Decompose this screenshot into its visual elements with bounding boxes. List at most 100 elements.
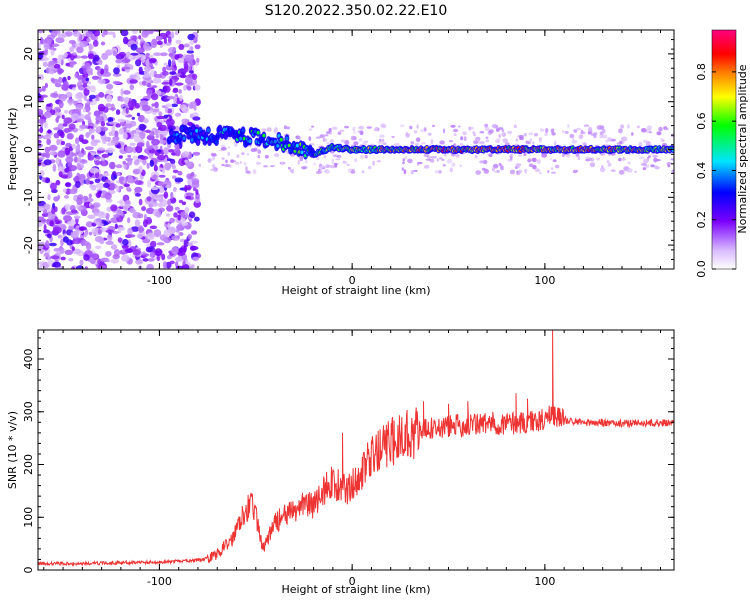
heatmap-cell: [175, 150, 181, 157]
heatmap-cell: [366, 126, 372, 129]
heatmap-cell: [342, 161, 348, 164]
heatmap-cell: [295, 143, 299, 148]
heatmap-cell: [47, 194, 51, 201]
heatmap-cell: [161, 81, 170, 85]
heatmap-cell: [135, 47, 145, 54]
heatmap-cell: [157, 154, 166, 161]
heatmap-cell: [91, 75, 100, 80]
heatmap-cell: [129, 142, 136, 146]
heatmap-cell: [138, 123, 146, 131]
heatmap-cell: [131, 116, 135, 120]
heatmap-cell: [475, 136, 481, 142]
heatmap-cell: [357, 130, 360, 133]
heatmap-cell: [190, 138, 194, 142]
heatmap-cell: [153, 164, 158, 172]
heatmap-cell: [62, 123, 68, 127]
heatmap-cell: [151, 138, 160, 146]
heatmap-cell: [106, 95, 113, 103]
heatmap-cell: [191, 178, 200, 186]
heatmap-cell: [110, 204, 118, 212]
heatmap-cell: [367, 166, 372, 170]
heatmap-cell: [55, 179, 61, 186]
heatmap-cell: [646, 125, 653, 131]
heatmap-cell: [68, 225, 75, 231]
heatmap-cell: [174, 177, 184, 183]
heatmap-cell: [658, 126, 663, 132]
heatmap-cell: [187, 233, 192, 240]
heatmap-cell: [144, 65, 152, 72]
heatmap-cell: [242, 136, 246, 141]
heatmap-cell: [243, 162, 247, 166]
heatmap-cell: [112, 171, 117, 176]
heatmap-cell: [483, 168, 489, 174]
chart-title: S120.2022.350.02.22.E10: [265, 3, 448, 19]
heatmap-cell: [59, 247, 65, 255]
heatmap-cell: [130, 43, 138, 51]
heatmap-cell: [308, 128, 313, 131]
heatmap-cell: [60, 256, 66, 261]
heatmap-cell: [577, 155, 581, 161]
heatmap-cell: [158, 174, 166, 178]
heatmap-cell: [547, 170, 550, 174]
heatmap-cell: [325, 142, 332, 145]
heatmap-cell: [191, 73, 198, 81]
heatmap-cell: [436, 158, 439, 162]
heatmap-cell: [177, 57, 185, 64]
heatmap-cell: [114, 130, 119, 138]
heatmap-cell: [72, 52, 77, 56]
heatmap-cell: [95, 182, 105, 189]
heatmap-cell: [113, 214, 120, 218]
heatmap-cell: [175, 225, 184, 230]
heatmap-cell: [194, 216, 200, 222]
heatmap-cell: [162, 184, 166, 188]
heatmap-cell: [186, 85, 192, 91]
heatmap-cell: [358, 125, 364, 130]
heatmap-cell: [143, 118, 149, 124]
heatmap-cell: [220, 147, 227, 151]
heatmap-cell: [154, 62, 158, 66]
heatmap-cell: [168, 59, 172, 67]
heatmap-cell: [141, 104, 151, 112]
heatmap-cell: [188, 70, 194, 74]
heatmap-cell: [47, 62, 55, 68]
heatmap-cell: [63, 109, 69, 114]
heatmap-cell: [72, 87, 76, 91]
heatmap-cell: [151, 201, 159, 207]
snr-xlabel: Height of straight line (km): [281, 583, 430, 596]
heatmap-cell: [39, 36, 44, 45]
heatmap-cell: [159, 133, 164, 141]
heatmap-cell: [212, 164, 216, 169]
heatmap-cell: [380, 123, 386, 128]
heatmap-cell: [142, 258, 149, 262]
heatmap-cell: [178, 43, 185, 51]
heatmap-cell: [39, 170, 45, 177]
heatmap-cell: [528, 132, 534, 136]
heatmap-cell: [124, 248, 133, 253]
heatmap-cell: [184, 54, 192, 61]
heatmap-cell: [171, 75, 177, 80]
x-tick-label: 100: [534, 274, 555, 287]
heatmap-cell: [257, 149, 262, 154]
heatmap-cell: [331, 158, 334, 164]
heatmap-cell: [64, 31, 73, 37]
heatmap-cell: [221, 157, 225, 161]
heatmap-cell: [163, 36, 167, 45]
heatmap-cell: [224, 164, 231, 167]
heatmap-cell: [468, 126, 471, 131]
heatmap-cell: [351, 168, 355, 171]
heatmap-cell: [52, 261, 61, 268]
heatmap-cell: [459, 164, 462, 167]
heatmap-cell: [63, 52, 68, 58]
heatmap-cell: [112, 254, 120, 260]
heatmap-cell: [196, 57, 200, 63]
heatmap-cell: [116, 185, 120, 193]
heatmap-cell: [510, 155, 513, 161]
heatmap-cell: [299, 156, 304, 162]
heatmap-cell: [643, 139, 647, 143]
heatmap-cell: [545, 128, 549, 133]
heatmap-cell: [340, 139, 345, 143]
heatmap-cell: [439, 140, 445, 145]
heatmap-cell: [164, 238, 169, 243]
heatmap-cell: [53, 132, 60, 139]
